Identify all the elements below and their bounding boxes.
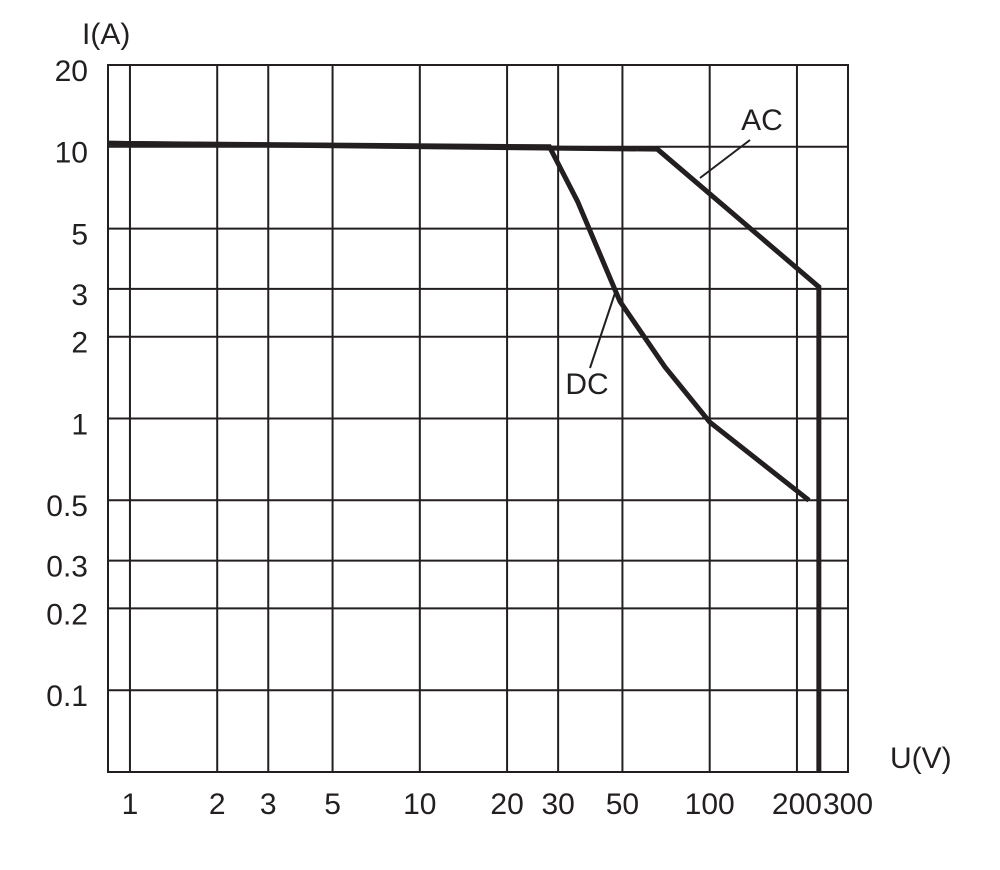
x-tick-label: 1 (122, 788, 139, 821)
ac-leader (699, 139, 751, 179)
y-tick-label: 20 (55, 55, 88, 88)
x-tick-label: 3 (260, 788, 277, 821)
y-tick-label: 0.3 (46, 550, 88, 583)
y-tick-label: 3 (71, 279, 88, 312)
y-tick-label: 0.2 (46, 598, 88, 631)
x-tick-label: 50 (606, 788, 639, 821)
x-axis-label: U(V) (890, 742, 952, 775)
y-tick-label: 10 (55, 137, 88, 170)
dc-leader (589, 292, 616, 369)
x-tick-label: 100 (685, 788, 735, 821)
x-tick-label: 20 (490, 788, 523, 821)
series-label: AC (741, 104, 783, 137)
x-tick-label: 200 (772, 788, 822, 821)
y-tick-label: 5 (71, 219, 88, 252)
x-tick-label: 10 (403, 788, 436, 821)
x-tick-label: 5 (324, 788, 341, 821)
x-tick-label: 2 (209, 788, 226, 821)
y-tick-label: 0.5 (46, 490, 88, 523)
y-axis-label: I(A) (82, 18, 130, 51)
y-tick-label: 2 (71, 327, 88, 360)
series-line (107, 140, 811, 503)
y-tick-label: 0.1 (46, 680, 88, 713)
series-line (107, 140, 822, 772)
y-tick-label: 1 (71, 408, 88, 441)
x-tick-label: 30 (541, 788, 574, 821)
x-tick-label: 300 (823, 788, 873, 821)
series-label: DC (565, 368, 608, 401)
